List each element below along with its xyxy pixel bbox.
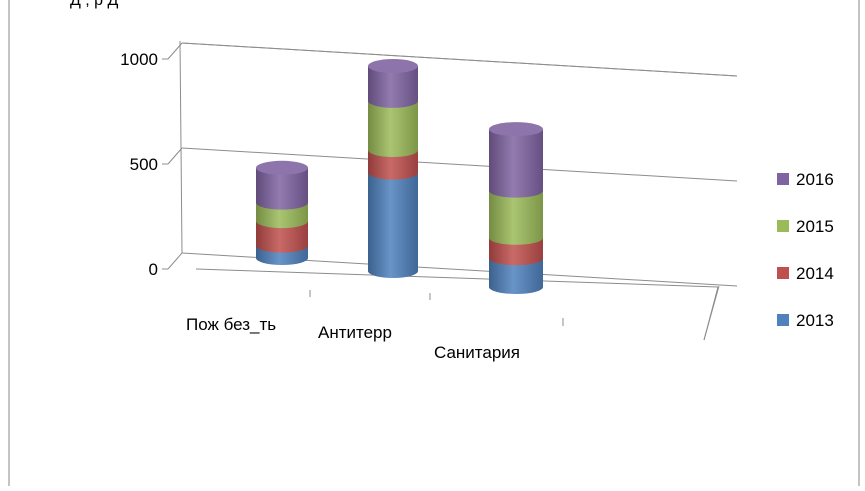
bar-top-Санитария [489,122,543,137]
gridline [181,147,738,182]
legend: 2016 2015 2014 2013 [777,170,834,330]
x-tick-label: Пож без_ть [186,315,276,334]
legend-swatch-2014 [777,267,789,279]
legend-swatch-2016 [777,173,789,185]
side-wall-gridline [167,252,183,270]
bar-Пож без_ть-2014 [256,221,308,253]
legend-label-2013: 2013 [796,311,834,330]
bar-Пож без_ть-2016 [256,167,308,210]
bar-Пож без_ть-2015 [256,202,308,229]
x-tick-label: Антитерр [318,323,392,342]
x-tick-label: Санитария [434,343,520,362]
bar-top-Пож без_ть [256,160,308,175]
bar-Антитерр-2013 [368,172,418,278]
y-axis-ticks: 0 500 1000 [120,50,158,279]
bar-Санитария-2016 [489,129,543,198]
side-wall-gridline [167,147,183,165]
y-tick-label: 1000 [120,50,158,69]
side-wall-edge [179,40,183,254]
legend-label-2016: 2016 [796,170,834,189]
legend-label-2015: 2015 [796,217,834,236]
y-tick-label: 500 [130,155,158,174]
legend-swatch-2013 [777,314,789,326]
x-axis-labels: Пож без_ть Антитерр Санитария [186,315,520,362]
chart-frame [8,0,860,491]
bar-Антитерр-2016 [368,66,418,108]
bar-Санитария-2015 [489,190,543,245]
top-text-fragment: Д , р Д [70,0,119,9]
bar-Антитерр-2014 [368,150,418,180]
chart-walls [162,40,738,341]
chart-bars [256,59,543,294]
y-tick-label: 0 [149,260,158,279]
side-wall-gridline [167,42,183,60]
gridline [181,42,738,77]
bar-top-Антитерр [368,59,418,73]
bar-Санитария-2013 [489,258,543,294]
legend-label-2014: 2014 [796,264,834,283]
floor-right-corner [703,286,719,341]
legend-swatch-2015 [777,220,789,232]
bar-Антитерр-2015 [368,100,418,158]
bar-Санитария-2014 [489,237,543,266]
floor-front-edge [195,268,719,288]
